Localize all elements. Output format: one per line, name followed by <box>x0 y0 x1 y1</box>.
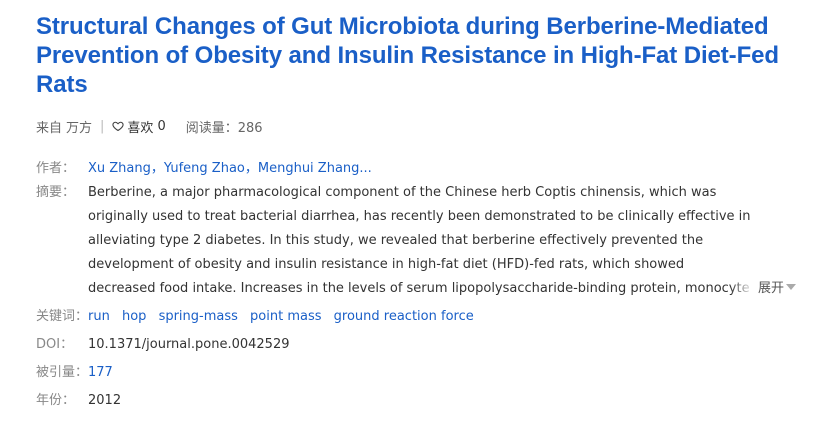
year-label: 年份： <box>36 393 76 408</box>
expand-label: 展开 <box>757 281 784 296</box>
keywords-row: 关键词： run hop spring-mass point mass grou… <box>36 305 796 329</box>
keywords-list: run hop spring-mass point mass ground re… <box>88 305 796 329</box>
like-button[interactable]: 喜欢 0 <box>112 117 166 136</box>
author-link[interactable]: Yufeng Zhao <box>163 161 245 176</box>
author-link[interactable]: Xu Zhang <box>88 161 151 176</box>
cited-row: 被引量： 177 <box>36 361 796 385</box>
keyword-link[interactable]: hop <box>121 309 147 324</box>
source-label: 来自 <box>36 120 63 136</box>
authors-list: Xu Zhang，Yufeng Zhao，Menghui Zhang... <box>88 157 796 181</box>
expand-button[interactable]: 展开 <box>729 277 796 301</box>
abstract-text: Berberine, a major pharmacological compo… <box>88 185 751 296</box>
year-row: 年份： 2012 <box>36 389 796 413</box>
doi-value: 10.1371/journal.pone.0042529 <box>88 337 290 352</box>
author-separator: ， <box>244 161 258 176</box>
cited-label: 被引量： <box>36 365 89 380</box>
abstract-label: 摘要： <box>36 185 76 200</box>
read-label: 阅读量： <box>185 120 238 136</box>
heart-outline-icon <box>112 121 125 132</box>
doi-label: DOI： <box>36 337 74 352</box>
keywords-label: 关键词： <box>36 309 89 324</box>
read-count: 286 <box>237 120 263 136</box>
paper-fields: 作者： Xu Zhang，Yufeng Zhao，Menghui Zhang..… <box>36 157 796 413</box>
chevron-down-icon <box>786 284 796 290</box>
meta-line: 来自 万方 | 喜欢 0 阅读量：286 <box>36 117 796 136</box>
meta-separator: | <box>100 118 105 134</box>
authors-label: 作者： <box>36 161 76 176</box>
like-label: 喜欢 <box>127 120 154 136</box>
author-link[interactable]: Menghui Zhang... <box>257 161 372 176</box>
doi-row: DOI： 10.1371/journal.pone.0042529 <box>36 333 796 357</box>
keyword-link[interactable]: spring-mass <box>158 309 238 324</box>
like-count: 0 <box>157 118 166 134</box>
keyword-link[interactable]: run <box>88 309 110 324</box>
keyword-link[interactable]: point mass <box>250 309 322 324</box>
source-value: 万方 <box>66 120 93 136</box>
author-separator: ， <box>150 161 164 176</box>
paper-title[interactable]: Structural Changes of Gut Microbiota dur… <box>36 13 779 98</box>
read-count-block: 阅读量：286 <box>186 117 263 136</box>
abstract-row: 摘要： Berberine, a major pharmacological c… <box>36 181 796 301</box>
keyword-link[interactable]: ground reaction force <box>333 309 474 324</box>
year-value: 2012 <box>88 393 122 408</box>
authors-row: 作者： Xu Zhang，Yufeng Zhao，Menghui Zhang..… <box>36 157 796 181</box>
abstract-container: Berberine, a major pharmacological compo… <box>88 181 796 301</box>
cited-count-link[interactable]: 177 <box>88 365 113 380</box>
